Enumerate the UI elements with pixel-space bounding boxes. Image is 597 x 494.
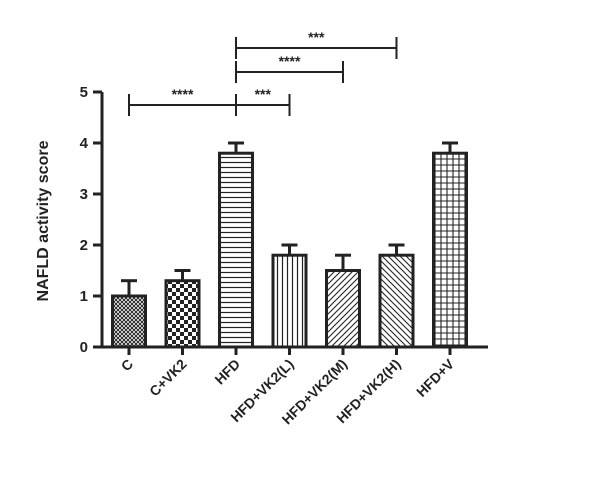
bar-5 [325,269,361,349]
x-category-label: C [118,356,136,374]
y-tick-label: 1 [80,288,88,305]
significance-label: *** [308,29,325,45]
y-tick-label: 5 [80,84,88,101]
significance-label: *** [255,86,272,102]
x-category-label: HFD [211,356,243,388]
x-category-label: C+VK2 [146,356,190,400]
bar-3 [218,151,254,349]
significance-label: **** [279,53,301,69]
y-tick-label: 0 [80,339,88,356]
bar-4 [271,253,308,349]
y-tick-label: 2 [80,237,88,254]
bar-1 [111,294,147,349]
significance-label: **** [172,86,194,102]
bar-6 [378,253,415,349]
bar-7 [432,151,468,349]
bar-2 [164,279,201,349]
y-axis: 0 1 2 3 4 5 [80,84,104,356]
y-tick-label: 3 [80,186,88,203]
bars-group [111,141,468,349]
y-tick-label: 4 [80,135,89,152]
significance-brackets: **** ********** [128,29,398,116]
y-axis-title: NAFLD activity score [35,140,52,301]
x-category-label: HFD+V [413,355,458,400]
